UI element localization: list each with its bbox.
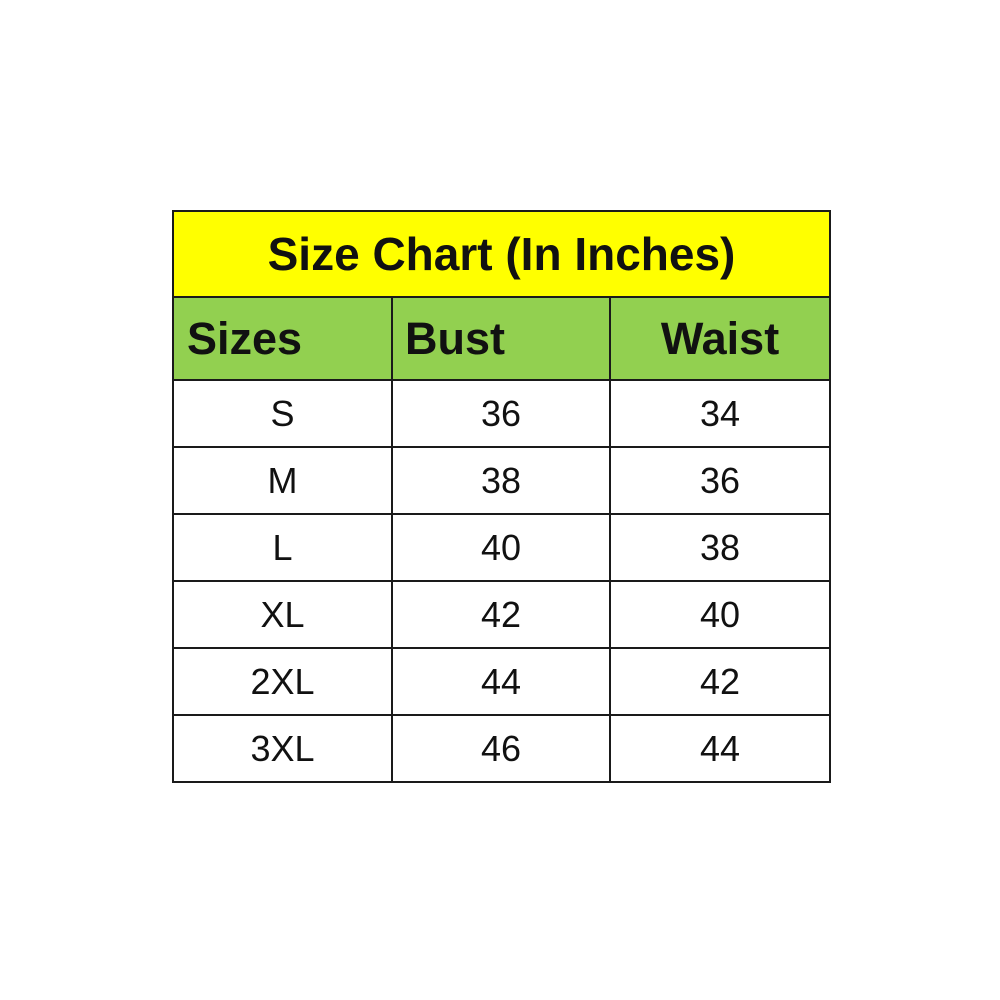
table-row: S 36 34 (172, 379, 832, 448)
table-row: XL 42 40 (172, 580, 832, 649)
size-cell: XL (172, 580, 393, 649)
size-cell: 2XL (172, 647, 393, 716)
bust-cell: 42 (391, 580, 611, 649)
bust-cell: 40 (391, 513, 611, 582)
table-row: M 38 36 (172, 446, 832, 515)
size-cell: M (172, 446, 393, 515)
size-cell: 3XL (172, 714, 393, 783)
waist-cell: 42 (608, 647, 832, 716)
header-bust: Bust (391, 296, 611, 381)
table-title: Size Chart (In Inches) (171, 210, 832, 298)
size-cell: S (172, 379, 393, 448)
waist-cell: 40 (608, 580, 832, 649)
bust-cell: 36 (391, 379, 611, 448)
table-row: L 40 38 (172, 513, 832, 582)
bust-cell: 46 (391, 714, 611, 783)
header-waist: Waist (608, 296, 832, 381)
bust-cell: 44 (391, 647, 611, 716)
waist-cell: 44 (608, 714, 832, 783)
size-cell: L (172, 513, 393, 582)
waist-cell: 38 (608, 513, 832, 582)
header-row: Sizes Bust Waist (172, 296, 832, 381)
waist-cell: 36 (608, 446, 832, 515)
table-row: 3XL 46 44 (172, 714, 832, 783)
bust-cell: 38 (391, 446, 611, 515)
size-chart-table: Size Chart (In Inches) Sizes Bust Waist … (171, 210, 832, 783)
title-row: Size Chart (In Inches) (171, 210, 832, 298)
table-row: 2XL 44 42 (172, 647, 832, 716)
header-sizes: Sizes (172, 296, 393, 381)
waist-cell: 34 (608, 379, 832, 448)
